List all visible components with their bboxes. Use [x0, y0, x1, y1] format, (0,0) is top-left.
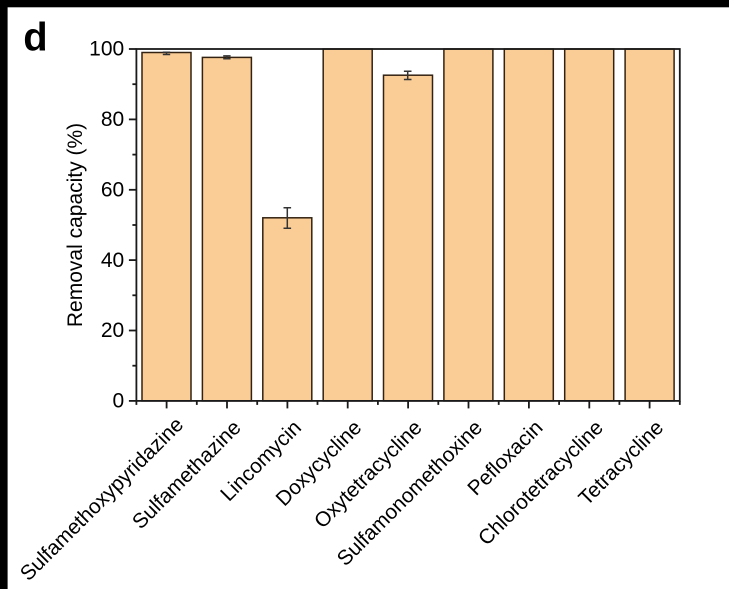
svg-text:d: d	[23, 16, 47, 60]
svg-text:60: 60	[101, 179, 124, 202]
svg-text:20: 20	[101, 319, 124, 342]
svg-text:100: 100	[89, 38, 124, 61]
svg-text:80: 80	[101, 108, 124, 131]
svg-text:Removal capacity (%): Removal capacity (%)	[64, 123, 87, 327]
svg-text:0: 0	[113, 390, 125, 413]
svg-text:40: 40	[101, 249, 124, 272]
